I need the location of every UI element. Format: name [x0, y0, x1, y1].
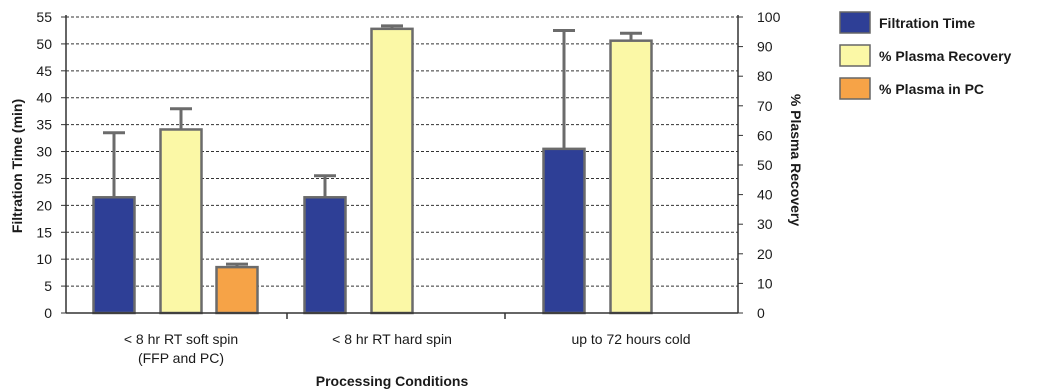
bar-filtration-time: [303, 196, 347, 315]
legend-swatch-filtration-time: [839, 11, 871, 34]
right-tick-label: 100: [757, 9, 781, 25]
bar-filtration-time: [542, 147, 586, 315]
legend-item-plasma-in-pc: % Plasma in PC: [839, 77, 984, 100]
right-tick-label: 20: [757, 246, 773, 262]
legend-item-filtration-time: Filtration Time: [839, 11, 975, 34]
right-axis-ticks: 0 10 20 30 40 50 60 70 80 90 100: [738, 9, 781, 321]
category-label: < 8 hr RT hard spin: [332, 331, 452, 347]
category-labels: < 8 hr RT soft spin (FFP and PC) < 8 hr RT…: [124, 331, 691, 366]
right-tick-label: 70: [757, 98, 773, 114]
right-tick-label: 60: [757, 127, 773, 143]
left-tick-label: 30: [36, 144, 52, 160]
left-tick-label: 45: [36, 63, 52, 79]
left-tick-label: 10: [36, 251, 52, 267]
x-axis-title: Processing Conditions: [316, 373, 469, 389]
axes: [65, 15, 739, 319]
right-tick-label: 0: [757, 305, 765, 321]
left-tick-label: 40: [36, 90, 52, 106]
legend-swatch-plasma-recovery: [839, 44, 871, 67]
left-tick-label: 25: [36, 170, 52, 186]
right-tick-label: 40: [757, 187, 773, 203]
right-tick-label: 10: [757, 275, 773, 291]
left-tick-label: 55: [36, 9, 52, 25]
bar-filtration-time: [92, 196, 136, 315]
right-tick-label: 30: [757, 216, 773, 232]
bar-plasma-in-pc: [215, 265, 259, 315]
right-tick-label: 90: [757, 39, 773, 55]
bar-plasma-recovery: [370, 27, 414, 315]
y-axis-title: Filtration Time (min): [9, 99, 25, 233]
left-tick-label: 15: [36, 224, 52, 240]
left-tick-label: 0: [44, 305, 52, 321]
y2-axis-title: % Plasma Recovery: [788, 94, 804, 227]
left-axis-ticks: 0 5 10 15 20 25 30 35 40 45 50 55: [36, 9, 66, 321]
bars: [92, 24, 653, 315]
legend-label-plasma-recovery: % Plasma Recovery: [879, 48, 1012, 64]
right-tick-label: 80: [757, 68, 773, 84]
legend-label-plasma-in-pc: % Plasma in PC: [879, 81, 984, 97]
left-tick-label: 50: [36, 36, 52, 52]
legend-item-plasma-recovery: % Plasma Recovery: [839, 44, 1012, 67]
legend-label-filtration-time: Filtration Time: [879, 15, 975, 31]
right-tick-label: 50: [757, 157, 773, 173]
legend: Filtration Time % Plasma Recovery % Plas…: [839, 11, 1012, 100]
bar-plasma-recovery: [159, 128, 203, 315]
category-label: < 8 hr RT soft spin (FFP and PC): [124, 331, 238, 366]
category-label: up to 72 hours cold: [571, 331, 690, 347]
left-tick-label: 35: [36, 117, 52, 133]
left-tick-label: 20: [36, 197, 52, 213]
bar-plasma-recovery: [609, 39, 653, 315]
legend-swatch-plasma-in-pc: [839, 77, 871, 100]
left-tick-label: 5: [44, 278, 52, 294]
